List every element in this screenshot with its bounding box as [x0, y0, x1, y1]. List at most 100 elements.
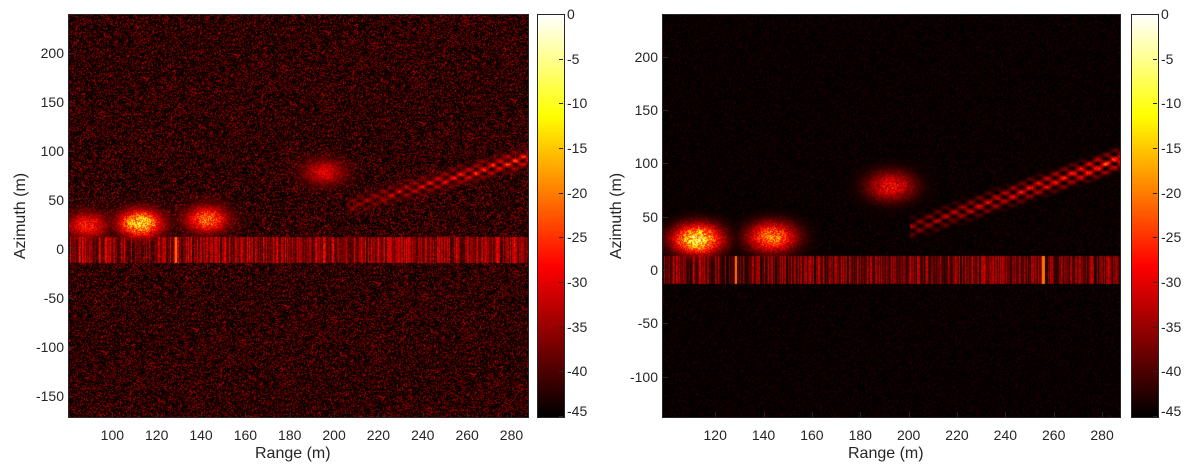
x-tick-mark: [245, 412, 247, 417]
colorbar-tick-mark: [1153, 148, 1157, 149]
x-tick-label: 260: [455, 427, 479, 443]
x-tick-label: 180: [848, 427, 872, 443]
colorbar-tick-mark: [559, 14, 563, 15]
x-tick-mark: [811, 412, 813, 417]
colorbar-tick-mark: [559, 58, 563, 60]
y-tick-label: 0: [650, 261, 658, 278]
y-tick-mark: [69, 151, 74, 153]
y-tick-mark: [69, 347, 74, 349]
y-tick-mark: [69, 298, 74, 300]
x-tick-mark: [112, 412, 114, 417]
colorbar-tick-mark: [559, 103, 563, 105]
colorbar-tick-label: -25: [567, 229, 588, 246]
colorbar-tick-mark: [559, 192, 563, 194]
colorbar-tick-label: -25: [1161, 229, 1182, 246]
y-tick-label: 0: [56, 241, 64, 258]
y-tick-label: 150: [634, 101, 658, 118]
colorbar-tick-label: -40: [567, 363, 588, 380]
x-tick-label: 240: [993, 427, 1018, 443]
y-tick-mark: [663, 163, 668, 165]
y-tick-mark: [663, 216, 668, 218]
right-heatmap: [663, 15, 1120, 417]
x-tick-mark: [715, 412, 717, 417]
colorbar-tick-label: -40: [1161, 363, 1182, 380]
x-tick-mark: [956, 412, 958, 417]
colorbar-tick-label: -30: [567, 274, 588, 290]
x-tick-label: 140: [189, 427, 213, 443]
x-tick-label: 120: [145, 427, 169, 443]
y-tick-label: -50: [637, 315, 658, 332]
x-tick-label: 220: [945, 427, 969, 443]
x-tick-mark: [1053, 412, 1055, 417]
x-tick-label: 160: [800, 427, 824, 443]
y-tick-label: 200: [40, 45, 64, 62]
x-tick-mark: [763, 412, 765, 417]
y-tick-label: -100: [35, 339, 64, 356]
right-plot-area: [662, 14, 1121, 418]
left-plot-area: [68, 14, 529, 418]
right-x-axis-title: Range (m): [848, 445, 924, 462]
y-tick-label: 100: [40, 143, 64, 160]
y-tick-label: 50: [48, 192, 64, 209]
colorbar-tick-mark: [1153, 103, 1157, 105]
colorbar-tick-mark: [1153, 58, 1157, 60]
colorbar-tick-label: -30: [1161, 274, 1182, 290]
colorbar-tick-label: -10: [567, 95, 588, 112]
x-tick-mark: [467, 412, 469, 417]
x-tick-mark: [860, 412, 862, 417]
x-tick-label: 200: [896, 427, 921, 443]
y-tick-mark: [663, 56, 668, 58]
y-tick-label: -100: [629, 368, 658, 385]
right-y-axis-title: Azimuth (m): [608, 172, 625, 260]
colorbar-tick-label: -45: [1161, 403, 1182, 419]
left-x-axis-title: Range (m): [255, 445, 331, 462]
x-tick-mark: [334, 412, 336, 417]
x-tick-label: 120: [703, 427, 727, 443]
y-tick-mark: [69, 396, 74, 398]
x-tick-label: 240: [411, 427, 435, 443]
colorbar-tick-mark: [1153, 237, 1157, 239]
right-colorbar: [1131, 14, 1159, 418]
colorbar-tick-label: -45: [567, 403, 588, 419]
y-tick-mark: [663, 109, 668, 111]
colorbar-tick-mark: [559, 148, 563, 149]
colorbar-tick-mark: [559, 326, 563, 328]
x-tick-label: 220: [366, 427, 391, 443]
y-tick-label: 100: [634, 155, 658, 172]
x-tick-mark: [511, 412, 513, 417]
colorbar-tick-mark: [1153, 416, 1157, 417]
x-tick-mark: [1102, 412, 1104, 417]
y-tick-label: -50: [43, 290, 64, 307]
right-colorbar-gradient: [1132, 15, 1158, 417]
colorbar-tick-mark: [1153, 326, 1157, 328]
colorbar-tick-label: 0: [567, 6, 575, 22]
colorbar-tick-label: -5: [1161, 50, 1174, 67]
colorbar-tick-label: -5: [567, 50, 580, 67]
x-tick-label: 160: [233, 427, 258, 443]
left-heatmap: [69, 15, 528, 417]
y-tick-mark: [69, 200, 74, 202]
x-tick-label: 100: [100, 427, 125, 443]
y-tick-mark: [663, 323, 668, 325]
colorbar-tick-label: -20: [567, 184, 588, 201]
y-tick-mark: [69, 53, 74, 55]
colorbar-tick-label: -10: [1161, 95, 1182, 112]
colorbar-tick-mark: [1153, 282, 1157, 283]
x-tick-mark: [1005, 412, 1007, 417]
x-tick-label: 260: [1042, 427, 1066, 443]
y-tick-label: 50: [642, 208, 658, 225]
colorbar-tick-label: -35: [567, 318, 588, 335]
y-tick-label: 150: [40, 94, 64, 111]
x-tick-label: 200: [322, 427, 346, 443]
y-tick-mark: [69, 102, 74, 104]
y-tick-mark: [663, 269, 668, 271]
y-tick-label: -150: [35, 388, 64, 405]
left-panel: 100 120 140 160 180 200 220 240 260 280 200 150 100…: [12, 6, 588, 462]
colorbar-tick-label: -15: [1161, 140, 1182, 156]
colorbar-tick-label: -35: [1161, 318, 1182, 335]
colorbar-tick-mark: [559, 282, 563, 283]
colorbar-tick-mark: [1153, 14, 1157, 15]
colorbar-tick-mark: [1153, 371, 1157, 373]
left-colorbar: [537, 14, 565, 418]
x-tick-mark: [289, 412, 291, 417]
